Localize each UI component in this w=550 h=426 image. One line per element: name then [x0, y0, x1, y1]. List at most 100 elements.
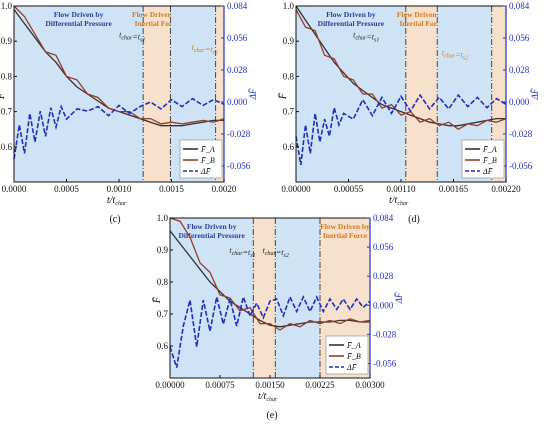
x-tick-label: 0.0005 — [54, 184, 79, 194]
x-axis-title: t/tchar — [389, 195, 409, 207]
region-label: Differential Pressure — [318, 19, 385, 28]
annotation-label: tchar=ts2 — [442, 48, 468, 61]
y-tick-label: 0.9 — [157, 245, 169, 255]
y2-tick-label: 0.000 — [373, 300, 394, 310]
y-tick-label: 1.0 — [1, 1, 13, 11]
region-orange — [253, 218, 276, 378]
region-label: Flow Driven by — [397, 10, 447, 19]
y2-tick-label: -0.028 — [509, 129, 533, 139]
x-tick-label: 0.00000 — [281, 184, 311, 194]
y2-tick-label: -0.056 — [509, 161, 533, 171]
x-tick-label: 0.00165 — [439, 184, 469, 194]
y2-tick-label: 0.028 — [227, 65, 248, 75]
y-tick-label: 0.7 — [283, 107, 295, 117]
x-tick-label: 0.00075 — [205, 380, 235, 390]
annotation-label: tchar=ts1 — [353, 31, 379, 44]
y-tick-label: 1.0 — [283, 1, 295, 11]
y-tick-label: 0.9 — [1, 36, 13, 46]
x-tick-label: 0.00300 — [355, 380, 385, 390]
y2-axis-title: ΔF̄ — [394, 292, 404, 304]
region-label: Differential Pressure — [45, 19, 112, 28]
y-tick-label: 0.7 — [157, 309, 169, 319]
y-tick-label: 0.6 — [1, 142, 13, 152]
y2-axis-title: ΔF̄ — [248, 88, 258, 100]
x-tick-label: 0.00055 — [334, 184, 364, 194]
region-orange — [215, 6, 224, 182]
annotation-label: tchar=ts2 — [192, 43, 218, 56]
region-orange — [491, 6, 506, 182]
x-tick-label: 0.00150 — [255, 380, 285, 390]
region-orange — [405, 6, 438, 182]
x-tick-label: 0.0000 — [2, 184, 27, 194]
region-orange — [143, 6, 171, 182]
series-line-1 — [295, 9, 507, 130]
y2-tick-label: 0.000 — [227, 97, 248, 107]
panel-caption: (c) — [109, 214, 120, 225]
y2-tick-label: -0.028 — [227, 129, 251, 139]
x-axis-title: t/tchar — [258, 391, 278, 403]
y2-tick-label: -0.056 — [227, 161, 251, 171]
y2-tick-label: 0.028 — [509, 65, 530, 75]
region-label: Differential Pressure — [178, 231, 245, 240]
y2-tick-label: 0.084 — [373, 213, 394, 223]
x-tick-label: 0.00110 — [387, 184, 416, 194]
region-label: Flow Driven by — [132, 10, 182, 19]
legend-entry: F̄_A — [346, 341, 361, 350]
legend-entry: ΔF̄ — [200, 167, 211, 176]
region-label: Inertial Force — [323, 231, 368, 240]
series-line-2 — [13, 97, 225, 160]
y2-tick-label: 0.084 — [509, 1, 530, 11]
panel-caption: (d) — [408, 214, 420, 225]
y2-tick-label: -0.056 — [373, 358, 397, 368]
x-tick-label: 0.0010 — [107, 184, 132, 194]
region-label: Inertial Force — [135, 19, 180, 28]
panel-caption: (e) — [266, 410, 277, 421]
y-tick-label: 0.9 — [283, 36, 295, 46]
y2-tick-label: 0.056 — [509, 33, 530, 43]
y2-tick-label: 0.028 — [373, 271, 394, 281]
y2-tick-label: 0.056 — [373, 242, 394, 252]
x-tick-label: 0.00220 — [491, 184, 521, 194]
region-label: Inertial Force — [399, 19, 444, 28]
x-axis-title: t/tchar — [107, 195, 127, 207]
legend-entry: ΔF̄ — [346, 363, 357, 372]
region-blue — [296, 6, 406, 182]
y-tick-label: 0.8 — [283, 71, 295, 81]
y2-tick-label: 0.084 — [227, 1, 248, 11]
y-axis-title: F̄ — [277, 92, 289, 100]
region-label: Flow Driven by — [320, 222, 370, 231]
annotation-label: tchar=ts2 — [263, 246, 289, 259]
region-label: Flow Driven by — [54, 10, 104, 19]
x-tick-label: 0.0020 — [212, 184, 237, 194]
y-tick-label: 0.6 — [283, 142, 295, 152]
legend-entry: ΔF̄ — [482, 167, 493, 176]
legend-entry: F̄_A — [482, 145, 497, 154]
x-tick-label: 0.00000 — [155, 380, 185, 390]
y-axis-title: F̄ — [151, 296, 163, 304]
y-axis-title: F̄ — [0, 92, 7, 100]
x-tick-label: 0.00225 — [305, 380, 335, 390]
region-blue — [275, 218, 320, 378]
legend-entry: F̄_A — [200, 145, 215, 154]
annotation-label: tchar=ts1 — [229, 246, 255, 259]
y-tick-label: 0.6 — [157, 341, 169, 351]
x-tick-label: 0.0015 — [159, 184, 184, 194]
y2-axis-title: ΔF̄ — [530, 88, 540, 100]
legend-entry: F̄_B — [482, 156, 497, 165]
y-tick-label: 1.0 — [157, 213, 169, 223]
y-tick-label: 0.8 — [157, 277, 169, 287]
region-blue — [170, 218, 254, 378]
region-label: Flow Driven by — [187, 222, 237, 231]
series-line-2 — [295, 93, 507, 166]
y-tick-label: 0.8 — [1, 71, 13, 81]
y2-tick-label: 0.000 — [509, 97, 530, 107]
y-tick-label: 0.7 — [1, 107, 13, 117]
legend-entry: F̄_B — [200, 156, 215, 165]
y2-tick-label: 0.056 — [227, 33, 248, 43]
region-label: Flow Driven by — [326, 10, 376, 19]
